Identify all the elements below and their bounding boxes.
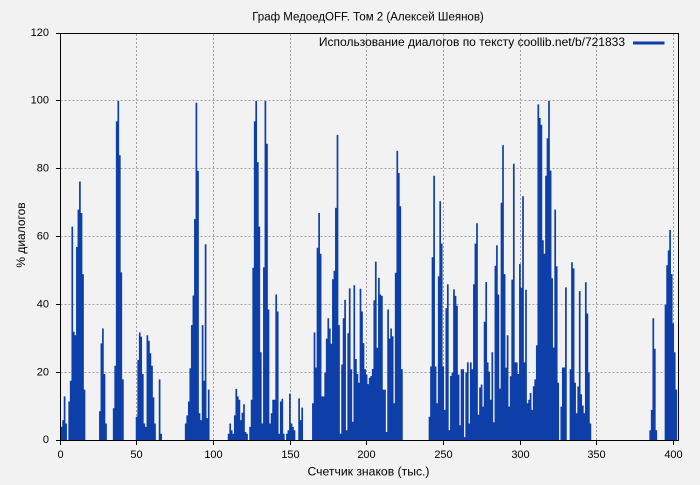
svg-text:150: 150: [281, 449, 299, 461]
svg-text:% диалогов: % диалогов: [14, 202, 28, 267]
svg-text:Использование диалогов по текс: Использование диалогов по тексту coollib…: [319, 35, 625, 49]
svg-text:100: 100: [31, 95, 49, 107]
svg-text:250: 250: [434, 449, 452, 461]
svg-text:50: 50: [130, 449, 142, 461]
svg-text:200: 200: [357, 449, 375, 461]
svg-text:0: 0: [57, 449, 63, 461]
svg-text:100: 100: [204, 449, 222, 461]
svg-text:60: 60: [37, 231, 49, 243]
svg-text:40: 40: [37, 298, 49, 310]
svg-text:350: 350: [587, 449, 605, 461]
svg-text:0: 0: [43, 434, 49, 446]
svg-text:Граф МедоедOFF. Том 2 (Алексей: Граф МедоедOFF. Том 2 (Алексей Шеянов): [252, 11, 484, 23]
svg-text:400: 400: [664, 449, 682, 461]
svg-text:20: 20: [37, 366, 49, 378]
svg-text:300: 300: [511, 449, 529, 461]
svg-text:80: 80: [37, 163, 49, 175]
svg-text:120: 120: [31, 27, 49, 39]
svg-text:Счетчик знаков (тыс.): Счетчик знаков (тыс.): [308, 464, 430, 478]
